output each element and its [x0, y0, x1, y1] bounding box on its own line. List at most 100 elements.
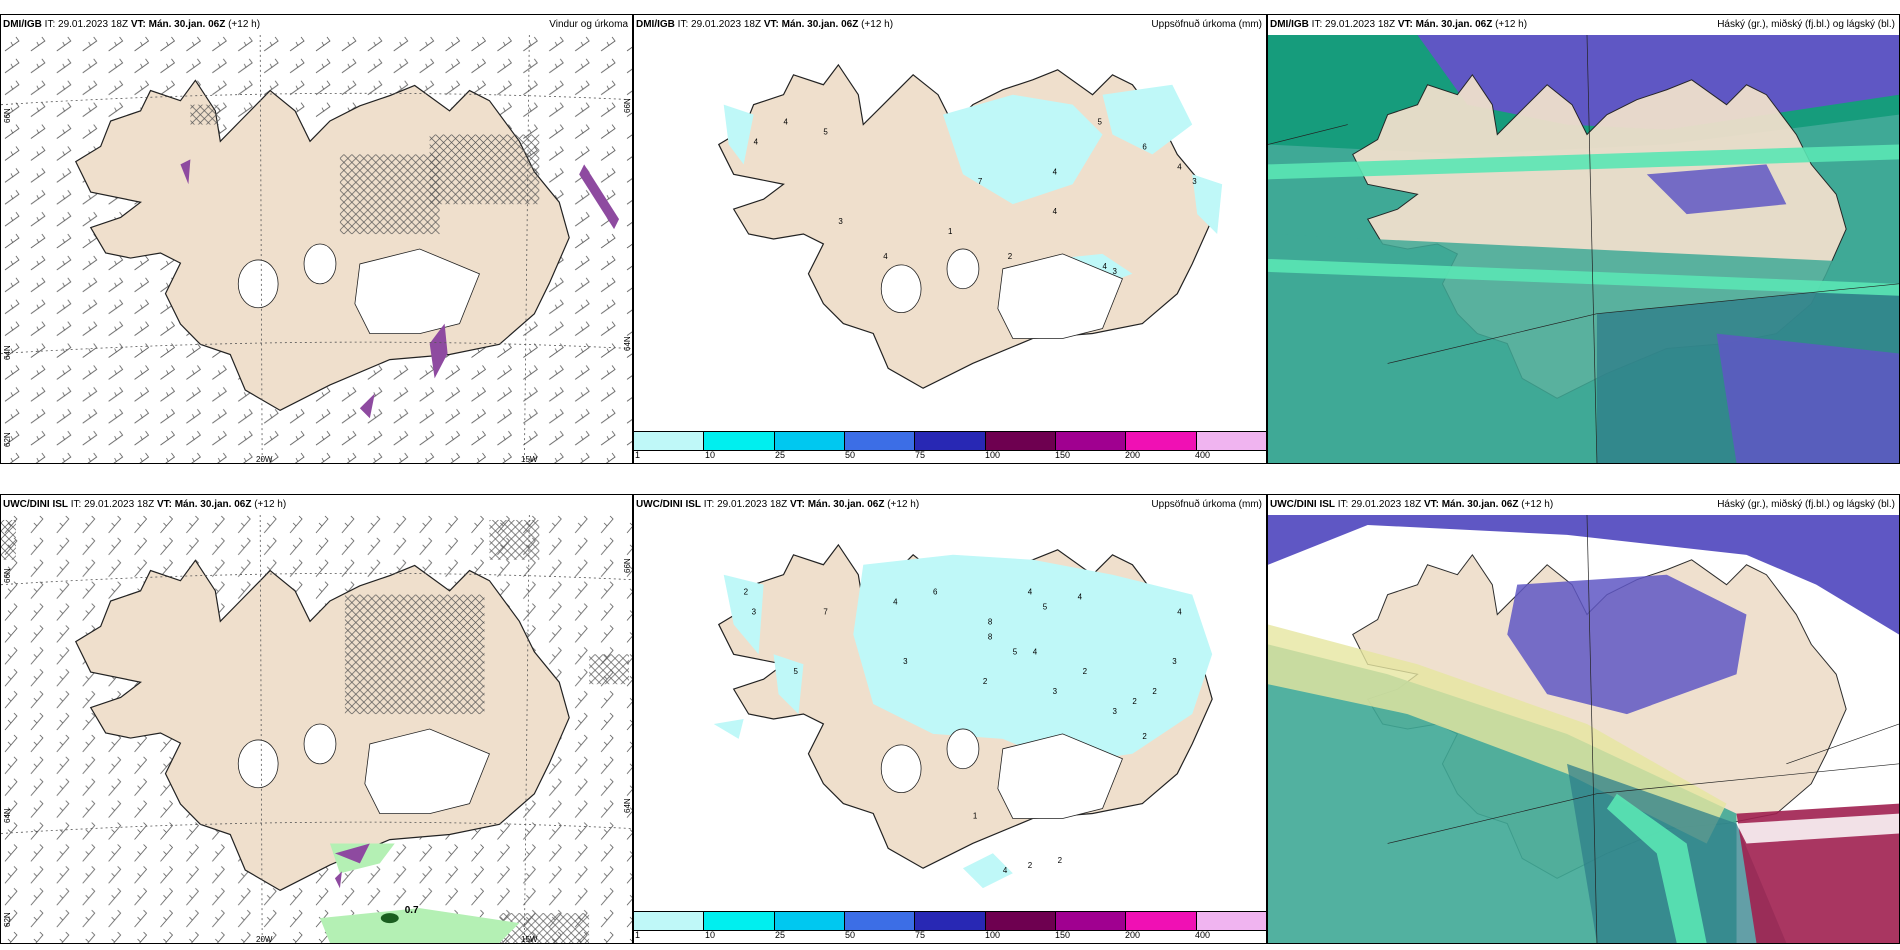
lat-label: 64N [623, 798, 632, 813]
colorbar-labels: 1 10 25 50 75 100 150 200 400 [635, 450, 1211, 460]
svg-text:7: 7 [978, 177, 983, 186]
precip-purple [334, 843, 370, 889]
field-title: Uppsöfnuð úrkoma (mm) [1151, 499, 1262, 510]
svg-text:3: 3 [903, 657, 908, 666]
precip-dark [380, 913, 399, 924]
valid-time: VT: Mán. 30.jan. 06Z [763, 19, 859, 30]
graticule [1, 35, 632, 463]
colorbar-swatches [634, 911, 1266, 931]
lon-label: 15W [521, 935, 538, 944]
field-title: Vindur og úrkoma [549, 19, 628, 30]
grid-lines [1268, 35, 1899, 463]
panel-dmi-accum-precip: DMI/IGB IT: 29.01.2023 18Z VT: Mán. 30.j… [633, 14, 1267, 464]
map-area: 2 3 7 4 6 8 4 5 4 3 2 8 5 4 3 2 3 2 5 4 [634, 515, 1266, 911]
svg-text:5: 5 [1098, 118, 1103, 127]
precip-value-label: 0.7 [405, 905, 419, 916]
precip-purple [180, 159, 620, 419]
graticule [1, 515, 632, 943]
init-time: IT: 29.01.2023 18Z [1308, 19, 1398, 30]
svg-text:2: 2 [1083, 667, 1088, 676]
svg-text:1: 1 [973, 811, 978, 820]
precip-hatching [1, 519, 630, 943]
valid-time: VT: Mán. 30.jan. 06Z [789, 499, 885, 510]
precip-light [713, 554, 1213, 889]
svg-text:2: 2 [1132, 697, 1137, 706]
lon-label: 20W [256, 935, 273, 944]
svg-text:4: 4 [1177, 608, 1182, 617]
precip-hatching [190, 104, 540, 235]
model-name: DMI/IGB [3, 19, 42, 30]
grid-lines [1387, 515, 1899, 943]
svg-text:2: 2 [1028, 861, 1033, 870]
valid-time: VT: Mán. 30.jan. 06Z [1397, 19, 1493, 30]
valid-time: VT: Mán. 30.jan. 06Z [156, 499, 252, 510]
svg-text:5: 5 [1013, 647, 1018, 656]
svg-text:3: 3 [1112, 707, 1117, 716]
svg-text:2: 2 [1152, 687, 1157, 696]
svg-text:4: 4 [1103, 262, 1108, 271]
lat-label: 66N [623, 98, 632, 113]
panel-uwc-clouds: UWC/DINI ISL IT: 29.01.2023 18Z VT: Mán.… [1267, 494, 1900, 944]
valid-time: VT: Mán. 30.jan. 06Z [130, 19, 226, 30]
svg-text:2: 2 [1058, 856, 1063, 865]
lat-label: 64N [3, 345, 12, 360]
model-name: DMI/IGB [636, 19, 675, 30]
precip-light [723, 84, 1223, 289]
field-title: Uppsöfnuð úrkoma (mm) [1151, 19, 1262, 30]
panel-uwc-accum-precip: UWC/DINI ISL IT: 29.01.2023 18Z VT: Mán.… [633, 494, 1267, 944]
panel-header: UWC/DINI ISL IT: 29.01.2023 18Z VT: Mán.… [1, 495, 632, 515]
svg-text:7: 7 [823, 608, 828, 617]
panel-header: UWC/DINI ISL IT: 29.01.2023 18Z VT: Mán.… [1268, 495, 1899, 515]
lat-label: 66N [3, 568, 12, 583]
colorbar: 1 10 25 50 75 100 150 200 400 [634, 911, 1266, 943]
svg-text:4: 4 [1078, 593, 1083, 602]
field-title: Háský (gr.), miðský (fj.bl.) og lágský (… [1717, 499, 1895, 510]
svg-text:6: 6 [1142, 142, 1147, 151]
map-svg [1268, 515, 1899, 943]
lead-time: (+12 h) [858, 19, 894, 30]
svg-text:3: 3 [838, 217, 843, 226]
lead-time: (+12 h) [884, 499, 920, 510]
svg-text:4: 4 [883, 252, 888, 261]
svg-text:5: 5 [1043, 603, 1048, 612]
map-area [1, 35, 632, 463]
cloud-overlay [1268, 144, 1899, 463]
panel-dmi-wind-precip: DMI/IGB IT: 29.01.2023 18Z VT: Mán. 30.j… [0, 14, 633, 464]
lon-label: 20W [256, 455, 273, 464]
map-area [1268, 35, 1899, 463]
colorbar: 1 10 25 50 75 100 150 200 400 [634, 431, 1266, 463]
model-name: UWC/DINI ISL [1270, 499, 1335, 510]
model-name: UWC/DINI ISL [636, 499, 701, 510]
precip-values: 4 5 4 3 7 1 5 4 4 6 4 3 2 4 4 3 [754, 118, 1198, 276]
ice-caps [237, 243, 480, 335]
map-area: 4 5 4 3 7 1 5 4 4 6 4 3 2 4 4 3 [634, 35, 1266, 431]
high-cloud-band [1268, 515, 1899, 635]
lead-time: (+12 h) [1518, 499, 1554, 510]
panel-header: DMI/IGB IT: 29.01.2023 18Z VT: Mán. 30.j… [634, 15, 1266, 35]
svg-text:2: 2 [983, 677, 988, 686]
lead-time: (+12 h) [251, 499, 287, 510]
init-time: IT: 29.01.2023 18Z [1335, 499, 1424, 510]
map-svg: 2 3 7 4 6 8 4 5 4 3 2 8 5 4 3 2 3 2 5 4 [713, 544, 1213, 889]
lat-label: 64N [623, 336, 632, 351]
svg-text:5: 5 [793, 667, 798, 676]
ice-caps [880, 248, 1123, 339]
map-svg: 4 5 4 3 7 1 5 4 4 6 4 3 2 4 4 3 [718, 64, 1223, 389]
lon-label: 15W [521, 455, 538, 464]
precip-values: 2 3 7 4 6 8 4 5 4 3 2 8 5 4 3 2 3 2 5 4 [744, 588, 1183, 876]
svg-text:4: 4 [784, 118, 789, 127]
svg-text:6: 6 [933, 588, 938, 597]
lat-label: 66N [623, 558, 632, 573]
map-svg: 0.7 [1, 515, 632, 943]
svg-text:2: 2 [1142, 732, 1147, 741]
ice-caps [237, 723, 490, 815]
panel-header: DMI/IGB IT: 29.01.2023 18Z VT: Mán. 30.j… [1, 15, 632, 35]
model-name: UWC/DINI ISL [3, 499, 68, 510]
init-time: IT: 29.01.2023 18Z [701, 499, 790, 510]
svg-text:4: 4 [1003, 866, 1008, 875]
lat-label: 64N [3, 808, 12, 823]
lead-time: (+12 h) [225, 19, 261, 30]
svg-text:8: 8 [988, 632, 993, 641]
lat-label: 66N [3, 108, 12, 123]
init-time: IT: 29.01.2023 18Z [674, 19, 764, 30]
